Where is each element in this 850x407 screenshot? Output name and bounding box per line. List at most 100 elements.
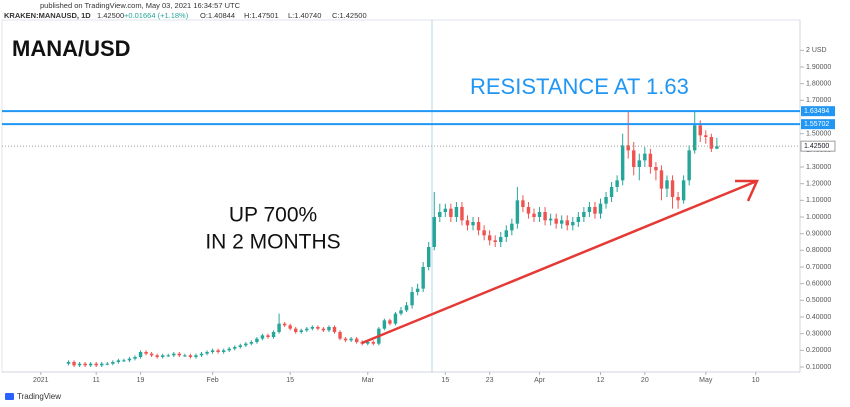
y-tick-label: 0.40000 [806,314,831,321]
ohlc-value: H:1.47501 [244,11,279,20]
candle-body [521,200,525,207]
candle-body [111,362,115,364]
y-tick-label: 0.50000 [806,297,831,304]
candle-body [571,222,575,226]
candle-body [138,352,143,357]
candle-body [438,212,442,217]
annotation: UP 700% [229,204,317,227]
candle-body [532,213,536,217]
brand: TradingView [17,392,61,401]
symbol: KRAKEN:MANAUSD, 1D [4,11,91,20]
x-tick-label: 15 [286,377,294,384]
y-tick-label: 0.20000 [806,347,831,354]
candle-body [305,328,309,331]
candle-body [554,218,558,224]
x-tick-label: 15 [441,377,449,384]
candle-body [643,153,647,161]
candle-body [659,170,664,189]
candle-body [227,348,231,351]
candle-body [587,207,592,212]
candle-body [482,230,486,236]
x-tick-label: 23 [486,377,494,384]
ohlc-value: O:1.40844 [200,11,235,20]
x-tick-label: 10 [752,377,760,384]
candle-body [404,305,409,311]
candle-body [460,207,464,221]
candle-body [654,167,658,171]
y-tick-label: 0.80000 [806,247,831,254]
candle-body [465,220,470,226]
candle-body [354,338,359,342]
candle-body [709,137,714,149]
y-tick-label: 1.80000 [806,81,831,88]
annotation: RESISTANCE AT 1.63 [470,74,689,99]
candle-body [598,203,603,214]
candle-body [327,327,331,331]
chart-title: MANA/USD [12,36,131,61]
candle-body [77,363,82,366]
candle-body [216,350,220,352]
candle-body [526,207,531,214]
candle-body [692,125,697,151]
candle-body [255,338,259,342]
candle-body [310,327,315,329]
candle-body [371,342,376,344]
price-tag-label: 1.55702 [804,121,829,128]
candle-body [493,240,497,242]
price-tag [801,119,835,130]
y-tick-label: 1.20000 [806,181,831,188]
candle-body [172,353,176,356]
x-tick-label: 2021 [33,377,49,384]
candle-body [559,220,564,224]
price: 1.42500 [97,11,124,20]
candle-body [188,355,193,357]
candle-body [366,342,370,344]
candle-body [293,328,298,332]
candle-body [210,350,215,352]
y-tick-label: 0.60000 [806,281,831,288]
y-tick-label: 2 USD [806,47,827,54]
candle-body [127,358,132,361]
candle-body [704,135,708,137]
candle-body [100,363,104,366]
y-tick-label: 0.10000 [806,364,831,371]
arrow-head [735,179,759,202]
candle-body [144,352,148,354]
candle-body [537,212,542,217]
footer-logo: TradingView [5,392,61,401]
candle-body [266,335,270,337]
candle-body [637,160,642,167]
candle-body [681,180,686,201]
candle-body [499,237,503,242]
y-tick-label: 1.70000 [806,97,831,104]
candle-body [676,197,680,201]
candle-body [665,180,669,189]
candle-body [449,208,453,217]
price-tag-label: 1.63494 [804,108,829,115]
trend-arrow [361,179,758,345]
candle-body [343,338,348,341]
y-tick-label: 1.00000 [806,214,831,221]
candle-body [83,363,87,366]
candle-body [593,207,597,214]
candle-body [432,217,436,247]
candle-body [194,355,198,357]
candle-body [548,218,553,221]
candle-body [166,355,170,357]
candle-body [183,355,187,357]
candle-body [321,328,326,331]
marks [66,112,719,367]
candle-body [133,357,137,359]
candle-body [582,212,586,217]
candle-body [632,150,636,167]
price-tag-label: 1.42500 [804,143,829,150]
candle-body [316,327,320,329]
y-tick-label: 1.50000 [806,131,831,138]
x-tick-label: Feb [207,377,219,384]
ohlc-group: O:1.40844 H:1.47501 L:1.40740 C:1.42500 [200,11,367,20]
candle-body [332,327,337,332]
x-tick-label: Mar [362,377,375,384]
candle-body [249,342,254,344]
